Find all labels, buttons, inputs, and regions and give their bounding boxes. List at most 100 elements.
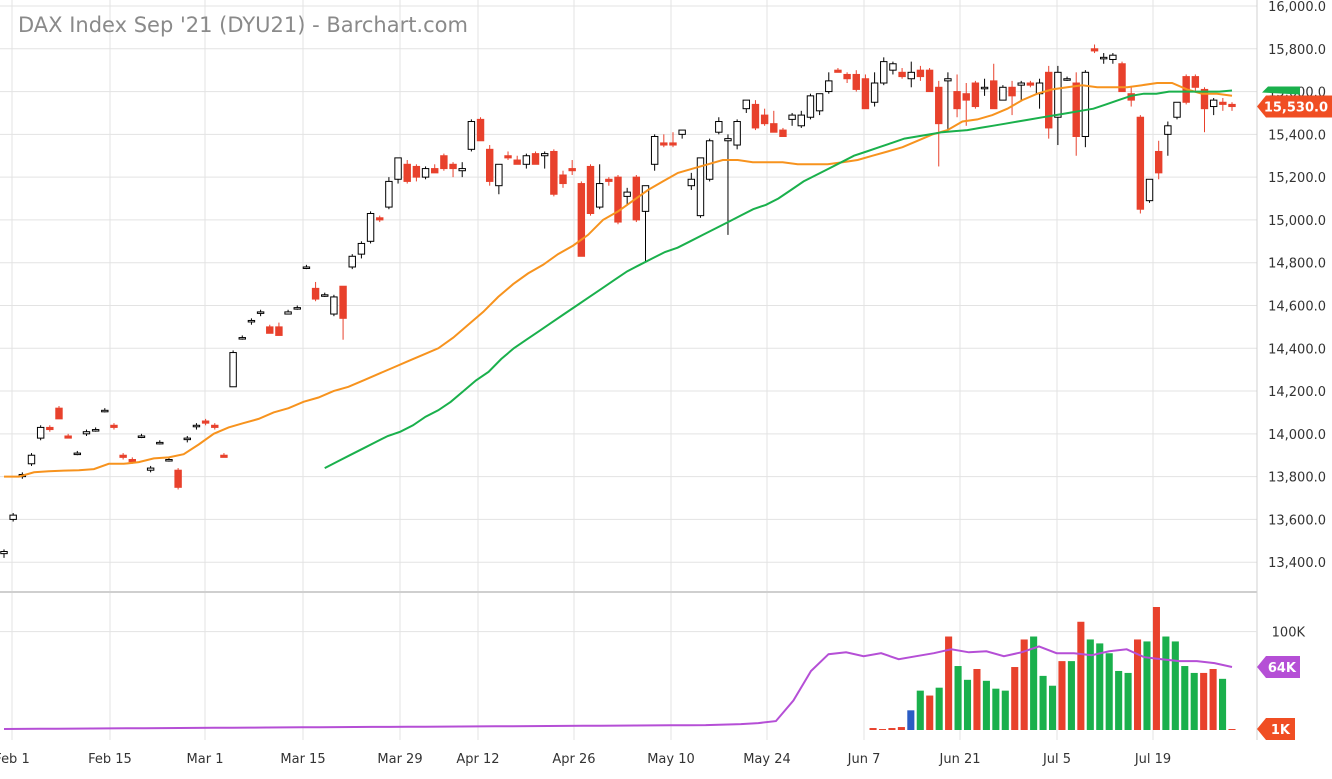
volume-last-tag xyxy=(1257,718,1295,741)
candle-body xyxy=(834,69,842,73)
candle-body xyxy=(137,435,146,438)
candle-body xyxy=(440,155,448,170)
x-tick-label: Mar 1 xyxy=(187,752,224,767)
candle-body xyxy=(990,80,998,110)
candle-body xyxy=(64,435,72,439)
candle-body xyxy=(91,429,100,432)
candle-body xyxy=(55,407,63,420)
candle-body xyxy=(623,191,631,197)
candle-body xyxy=(1017,82,1025,86)
candle-body xyxy=(1081,71,1090,137)
volume-bar xyxy=(888,728,896,730)
candle-body xyxy=(550,150,558,195)
candle-body xyxy=(357,242,366,255)
candle-body xyxy=(999,86,1007,101)
ma-long-line xyxy=(324,89,1233,469)
candle-body xyxy=(1209,99,1218,108)
candle-body xyxy=(944,78,952,82)
chart-title: DAX Index Sep '21 (DYU21) - Barchart.com xyxy=(18,13,468,37)
candle-body xyxy=(119,454,127,458)
candle-body xyxy=(311,287,320,300)
candle-body xyxy=(321,294,329,297)
x-tick-label: May 10 xyxy=(647,752,695,767)
candle-body xyxy=(476,118,485,142)
candle-body xyxy=(715,121,723,133)
candle-body xyxy=(733,121,741,146)
volume-bar xyxy=(982,680,990,730)
candle-body xyxy=(376,217,384,221)
candle-body xyxy=(412,165,421,178)
candle-body xyxy=(605,178,613,182)
candle-body xyxy=(348,255,356,268)
candle-body xyxy=(880,61,888,84)
candle-body xyxy=(82,431,91,435)
candle-body xyxy=(751,103,760,129)
candle-body xyxy=(971,82,980,108)
volume-bar xyxy=(954,666,962,730)
candle-body xyxy=(238,337,246,340)
candle-body xyxy=(577,183,586,257)
volume-bar xyxy=(916,690,924,730)
y-tick-label: 15,400.0 xyxy=(1268,128,1326,143)
volume-bar xyxy=(1181,666,1189,730)
x-tick-label: Feb 1 xyxy=(0,752,30,767)
volume-bar xyxy=(1105,653,1113,730)
volume-bar xyxy=(1067,661,1075,730)
y-tick-label: 15,200.0 xyxy=(1268,171,1326,186)
candle-body xyxy=(504,155,512,159)
candle-body xyxy=(843,73,851,80)
candle-body xyxy=(678,129,686,135)
candle-body xyxy=(898,71,906,78)
candle-body xyxy=(1063,78,1071,81)
candle-body xyxy=(174,469,182,488)
candle-body xyxy=(293,307,301,310)
candle-body xyxy=(1099,56,1108,60)
candle-body xyxy=(284,311,292,315)
volume-bar xyxy=(1124,672,1132,730)
candle-body xyxy=(1191,76,1200,88)
volume-bar xyxy=(963,679,972,730)
candle-body xyxy=(760,114,769,125)
volume-bar xyxy=(1086,639,1094,730)
volume-bar xyxy=(1001,690,1009,730)
candle-body xyxy=(797,114,805,127)
volume-bar xyxy=(1039,675,1047,730)
candle-body xyxy=(889,63,897,71)
volume-bar xyxy=(1011,667,1019,730)
candle-body xyxy=(449,163,457,170)
candle-body xyxy=(1154,150,1163,174)
volume-bar xyxy=(1133,639,1142,730)
candle-body xyxy=(183,437,191,441)
y-tick-label: 13,800.0 xyxy=(1268,471,1326,486)
candle-body xyxy=(724,138,732,142)
volume-bar xyxy=(1171,641,1179,730)
volume-bar xyxy=(1096,643,1104,730)
volume-avg-label: 64K xyxy=(1268,661,1297,676)
candle-body xyxy=(953,91,961,110)
volume-bar xyxy=(869,728,877,730)
candle-body xyxy=(192,424,201,428)
y-tick-label: 13,600.0 xyxy=(1268,513,1326,528)
volume-bar xyxy=(1077,621,1085,730)
candle-body xyxy=(861,78,870,110)
candle-body xyxy=(403,163,411,182)
candle-body xyxy=(1118,63,1126,93)
ma-short-line xyxy=(4,82,1233,478)
candle-body xyxy=(128,459,137,463)
x-tick-label: May 24 xyxy=(743,752,791,767)
candle-body xyxy=(27,454,36,465)
candle-body xyxy=(980,86,989,90)
x-tick-label: Jul 5 xyxy=(1042,752,1071,767)
candle-body xyxy=(330,296,338,315)
candle-body xyxy=(1200,88,1209,110)
volume-bar xyxy=(1219,678,1227,730)
candle-body xyxy=(1109,54,1117,60)
candle-body xyxy=(1219,101,1227,105)
candle-body xyxy=(779,129,787,137)
volume-bar xyxy=(1143,641,1151,730)
candle-body xyxy=(229,352,237,388)
volume-bar xyxy=(1200,672,1208,730)
volume-bar xyxy=(945,636,953,730)
